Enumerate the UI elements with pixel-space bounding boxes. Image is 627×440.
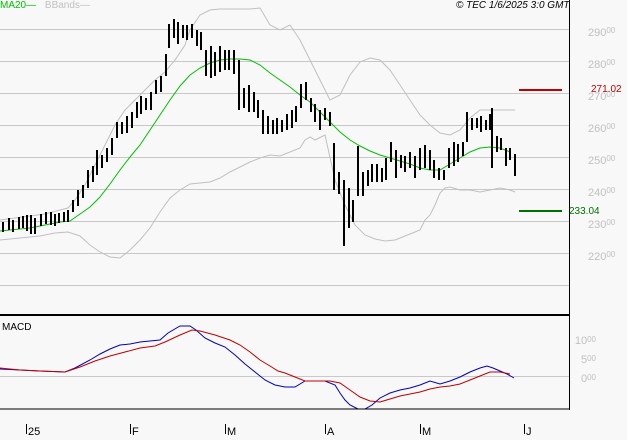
copyright-timestamp: © TEC 1/6/2025 3:0 GMT [456, 0, 570, 11]
macd-y-label: 000 [580, 373, 596, 385]
x-label: F [132, 426, 139, 438]
x-label: J [526, 426, 532, 438]
grid-lines [0, 29, 569, 377]
macd-title: MACD [2, 322, 32, 333]
legend-ma20-label: MA20 [0, 0, 27, 11]
signal-line [0, 329, 511, 403]
chart-legend: MA20— BBands— [0, 0, 90, 12]
y-label: 22000 [588, 250, 616, 263]
bollinger-bands [0, 7, 516, 259]
y-label: 23000 [588, 218, 616, 231]
price-bars [2, 19, 516, 246]
y-label: 28000 [588, 58, 616, 71]
ma20-line [0, 58, 511, 232]
resistance-label: 271.02 [591, 84, 622, 95]
y-label: 24000 [588, 186, 616, 199]
chart-frame [0, 0, 570, 410]
legend-bbands-label: BBands [44, 0, 80, 11]
macd-y-label: 500 [580, 354, 596, 366]
x-axis-ticks [26, 424, 525, 434]
macd-y-label: 1000 [574, 335, 596, 347]
y-label: 26000 [588, 122, 616, 135]
support-label: 233.04 [569, 206, 600, 217]
y-label: 29000 [588, 26, 616, 39]
x-label: A [327, 426, 335, 438]
x-label: 25 [28, 426, 41, 438]
y-label: 27000 [588, 90, 616, 103]
y-label: 25000 [588, 154, 616, 167]
x-label: M [227, 426, 237, 438]
x-label: M [422, 426, 432, 438]
macd-line [0, 325, 515, 410]
legend-bbands: BBands— [44, 0, 90, 11]
legend-ma20: MA20— [0, 0, 37, 11]
